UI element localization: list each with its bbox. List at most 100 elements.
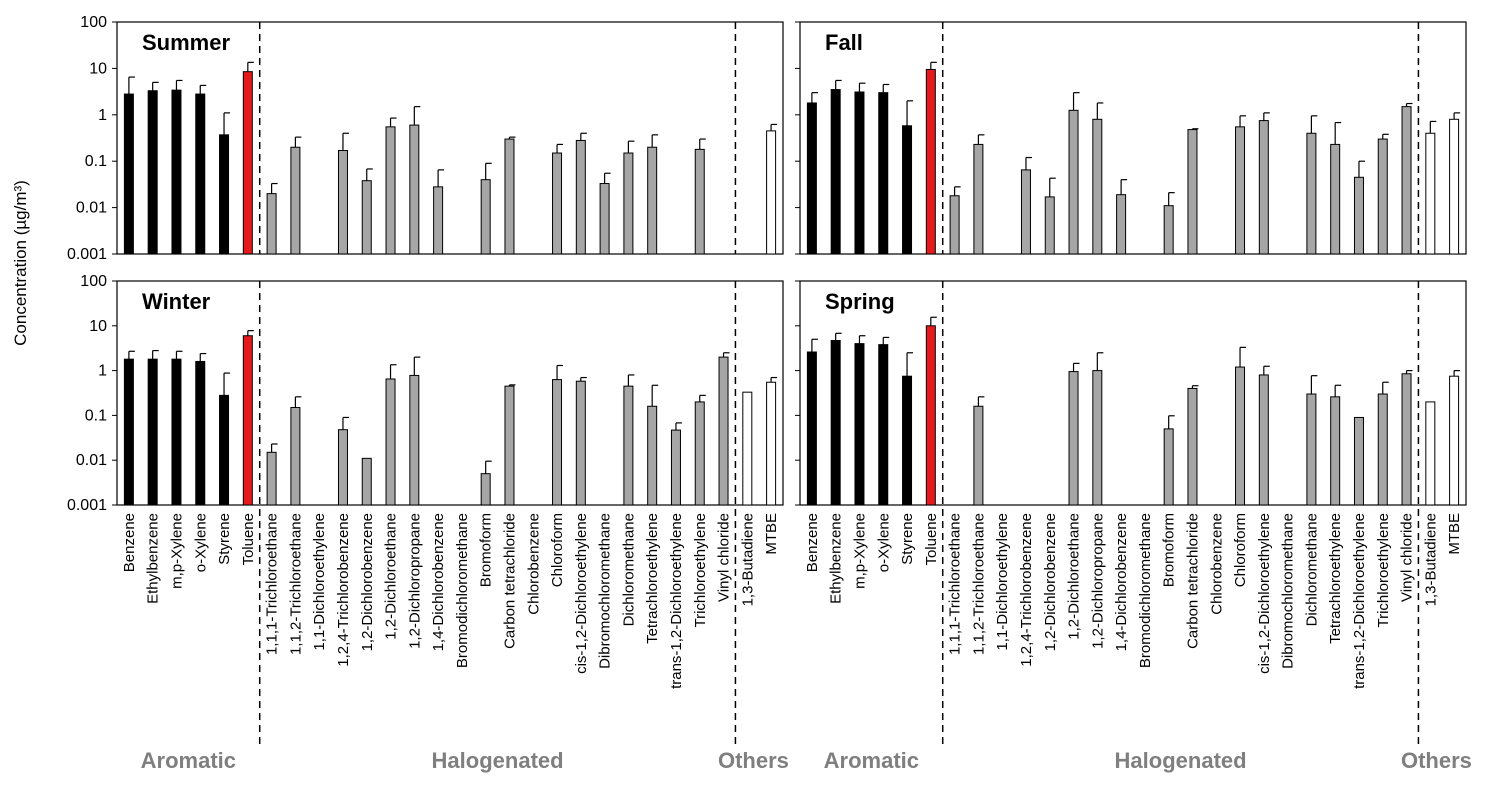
panels: 0.001 0.01 0.1 1 10 100 Summer Fall 0.001 0.01 0.1… xyxy=(67,14,1472,773)
category-label-bromoform: Bromoform xyxy=(478,513,495,587)
category-label-ethylbenzene: Ethylbenzene xyxy=(145,513,162,604)
panel-summer: 0.001 0.01 0.1 1 10 100 Summer xyxy=(67,14,784,263)
bar-bromoform xyxy=(480,179,491,255)
bar-toluene xyxy=(925,68,936,255)
bar-1-1-2-trichloroethane xyxy=(973,143,984,255)
category-label-chloroform: Chloroform xyxy=(549,513,566,587)
category-label-m-p-xylene: m,p-Xylene xyxy=(168,513,185,589)
panel-title: Summer xyxy=(142,30,230,55)
bar-1-1-2-trichloroethane xyxy=(290,407,301,506)
bar-dichloromethane xyxy=(623,385,634,506)
bar-styrene xyxy=(219,134,230,255)
category-label-chloroform: Chloroform xyxy=(1232,513,1249,587)
plot-frame xyxy=(116,21,784,255)
category-label-benzene: Benzene xyxy=(804,513,821,572)
category-label-carbon-tetrachloride: Carbon tetrachloride xyxy=(501,513,518,649)
bar-cis-1-2-dichloroethylene xyxy=(575,139,586,255)
y-tick-label: 0.1 xyxy=(85,153,107,170)
bar-1-2-dichlorobenzene xyxy=(361,457,372,506)
bar-o-xylene xyxy=(878,92,889,255)
y-axis-label: Concentration (µg/m³) xyxy=(11,180,30,346)
bar-cis-1-2-dichloroethylene xyxy=(1258,120,1269,255)
category-label-mtbe: MTBE xyxy=(763,513,780,555)
bar-vinyl-chloride xyxy=(718,356,729,506)
bar-dichloromethane xyxy=(1306,132,1317,255)
bar-1-1-1-trichloroethane xyxy=(266,193,277,255)
category-label-bromodichloromethane: Bromodichloromethane xyxy=(1137,513,1154,668)
bar-m-p-xylene xyxy=(854,91,865,255)
bar-benzene xyxy=(806,102,817,255)
bar-ethylbenzene xyxy=(147,90,158,255)
bar-mtbe xyxy=(766,381,777,506)
category-label-tetrachloroethylene: Tetrachloroethylene xyxy=(1327,513,1344,644)
category-label-m-p-xylene: m,p-Xylene xyxy=(851,513,868,589)
y-tick-label: 0.1 xyxy=(85,407,107,424)
bar-mtbe xyxy=(1449,375,1460,506)
category-label-1-2-4-trichlorobenzene: 1,2,4-Trichlorobenzene xyxy=(1018,513,1035,667)
bar-bromoform xyxy=(480,473,491,506)
category-label-tetrachloroethylene: Tetrachloroethylene xyxy=(644,513,661,644)
category-label-1-1-dichloroethylene: 1,1-Dichloroethylene xyxy=(311,513,328,651)
category-label-1-4-dichlorobenzene: 1,4-Dichlorobenzene xyxy=(1113,513,1130,651)
plot-frame xyxy=(799,21,1467,255)
category-label-dibromochloromethane: Dibromochloromethane xyxy=(597,513,614,669)
group-label-others: Others xyxy=(718,748,789,773)
panel-title: Winter xyxy=(142,289,211,314)
bar-trans-1-2-dichloroethylene xyxy=(1353,416,1364,506)
category-label-dichloromethane: Dichloromethane xyxy=(1303,513,1320,626)
bar-trans-1-2-dichloroethylene xyxy=(670,429,681,506)
category-label-1-2-dichloroethane: 1,2-Dichloroethane xyxy=(383,513,400,640)
panel-title: Fall xyxy=(825,30,863,55)
bar-trichloroethylene xyxy=(694,401,705,506)
bar-dibromochloromethane xyxy=(599,183,610,255)
category-label-bromodichloromethane: Bromodichloromethane xyxy=(454,513,471,668)
category-label-toluene: Toluene xyxy=(923,513,940,566)
bar-benzene xyxy=(806,351,817,506)
y-tick-label: 100 xyxy=(80,14,107,31)
bar-trans-1-2-dichloroethylene xyxy=(1353,176,1364,255)
bar-vinyl-chloride xyxy=(1401,106,1412,255)
bar-1-2-dichloropropane xyxy=(409,124,420,255)
category-label-trans-1-2-dichloroethylene: trans-1,2-Dichloroethylene xyxy=(1351,513,1368,689)
category-label-1-1-2-trichloroethane: 1,1,2-Trichloroethane xyxy=(970,513,987,655)
y-tick-label: 0.01 xyxy=(76,200,107,217)
category-label-chlorobenzene: Chlorobenzene xyxy=(525,513,542,615)
y-tick-label: 1 xyxy=(98,107,107,124)
category-label-1-3-butadiene: 1,3-Butadiene xyxy=(739,513,756,606)
y-tick-label: 0.001 xyxy=(67,246,107,263)
bar-o-xylene xyxy=(878,344,889,506)
bar-dichloromethane xyxy=(1306,393,1317,506)
category-label-1-1-1-trichloroethane: 1,1,1-Trichloroethane xyxy=(947,513,964,655)
bar-toluene xyxy=(242,335,253,506)
category-label-1-2-dichlorobenzene: 1,2-Dichlorobenzene xyxy=(1042,513,1059,651)
bar-styrene xyxy=(902,375,913,506)
bar-1-2-dichlorobenzene xyxy=(361,180,372,255)
category-label-styrene: Styrene xyxy=(899,513,916,565)
bar-1-2-dichloroethane xyxy=(1068,371,1079,506)
bar-styrene xyxy=(902,125,913,255)
panel-title: Spring xyxy=(825,289,895,314)
bar-benzene xyxy=(123,93,134,255)
panel-spring: Spring Benzene Ethylbenzene m,p-Xylene o-Xyl… xyxy=(795,280,1472,773)
group-label-halogenated: Halogenated xyxy=(1115,748,1247,773)
group-label-aromatic: Aromatic xyxy=(141,748,236,773)
bar-cis-1-2-dichloroethylene xyxy=(1258,374,1269,506)
bar-vinyl-chloride xyxy=(1401,373,1412,506)
bar-carbon-tetrachloride xyxy=(1187,129,1198,255)
y-tick-label: 1 xyxy=(98,363,107,380)
bar-carbon-tetrachloride xyxy=(504,385,515,506)
y-tick-label: 100 xyxy=(80,273,107,290)
bar-mtbe xyxy=(1449,118,1460,255)
plot-frame xyxy=(116,280,784,506)
bar-1-3-butadiene xyxy=(742,391,753,506)
category-label-benzene: Benzene xyxy=(121,513,138,572)
panel-fall: Fall xyxy=(795,21,1467,255)
bar-carbon-tetrachloride xyxy=(1187,387,1198,506)
bar-1-2-dichloropropane xyxy=(1092,370,1103,506)
category-label-dibromochloromethane: Dibromochloromethane xyxy=(1280,513,1297,669)
y-tick-label: 0.001 xyxy=(67,497,107,514)
category-label-1-4-dichlorobenzene: 1,4-Dichlorobenzene xyxy=(430,513,447,651)
category-label-1-2-dichlorobenzene: 1,2-Dichlorobenzene xyxy=(359,513,376,651)
category-label-o-xylene: o-Xylene xyxy=(875,513,892,572)
category-label-toluene: Toluene xyxy=(240,513,257,566)
